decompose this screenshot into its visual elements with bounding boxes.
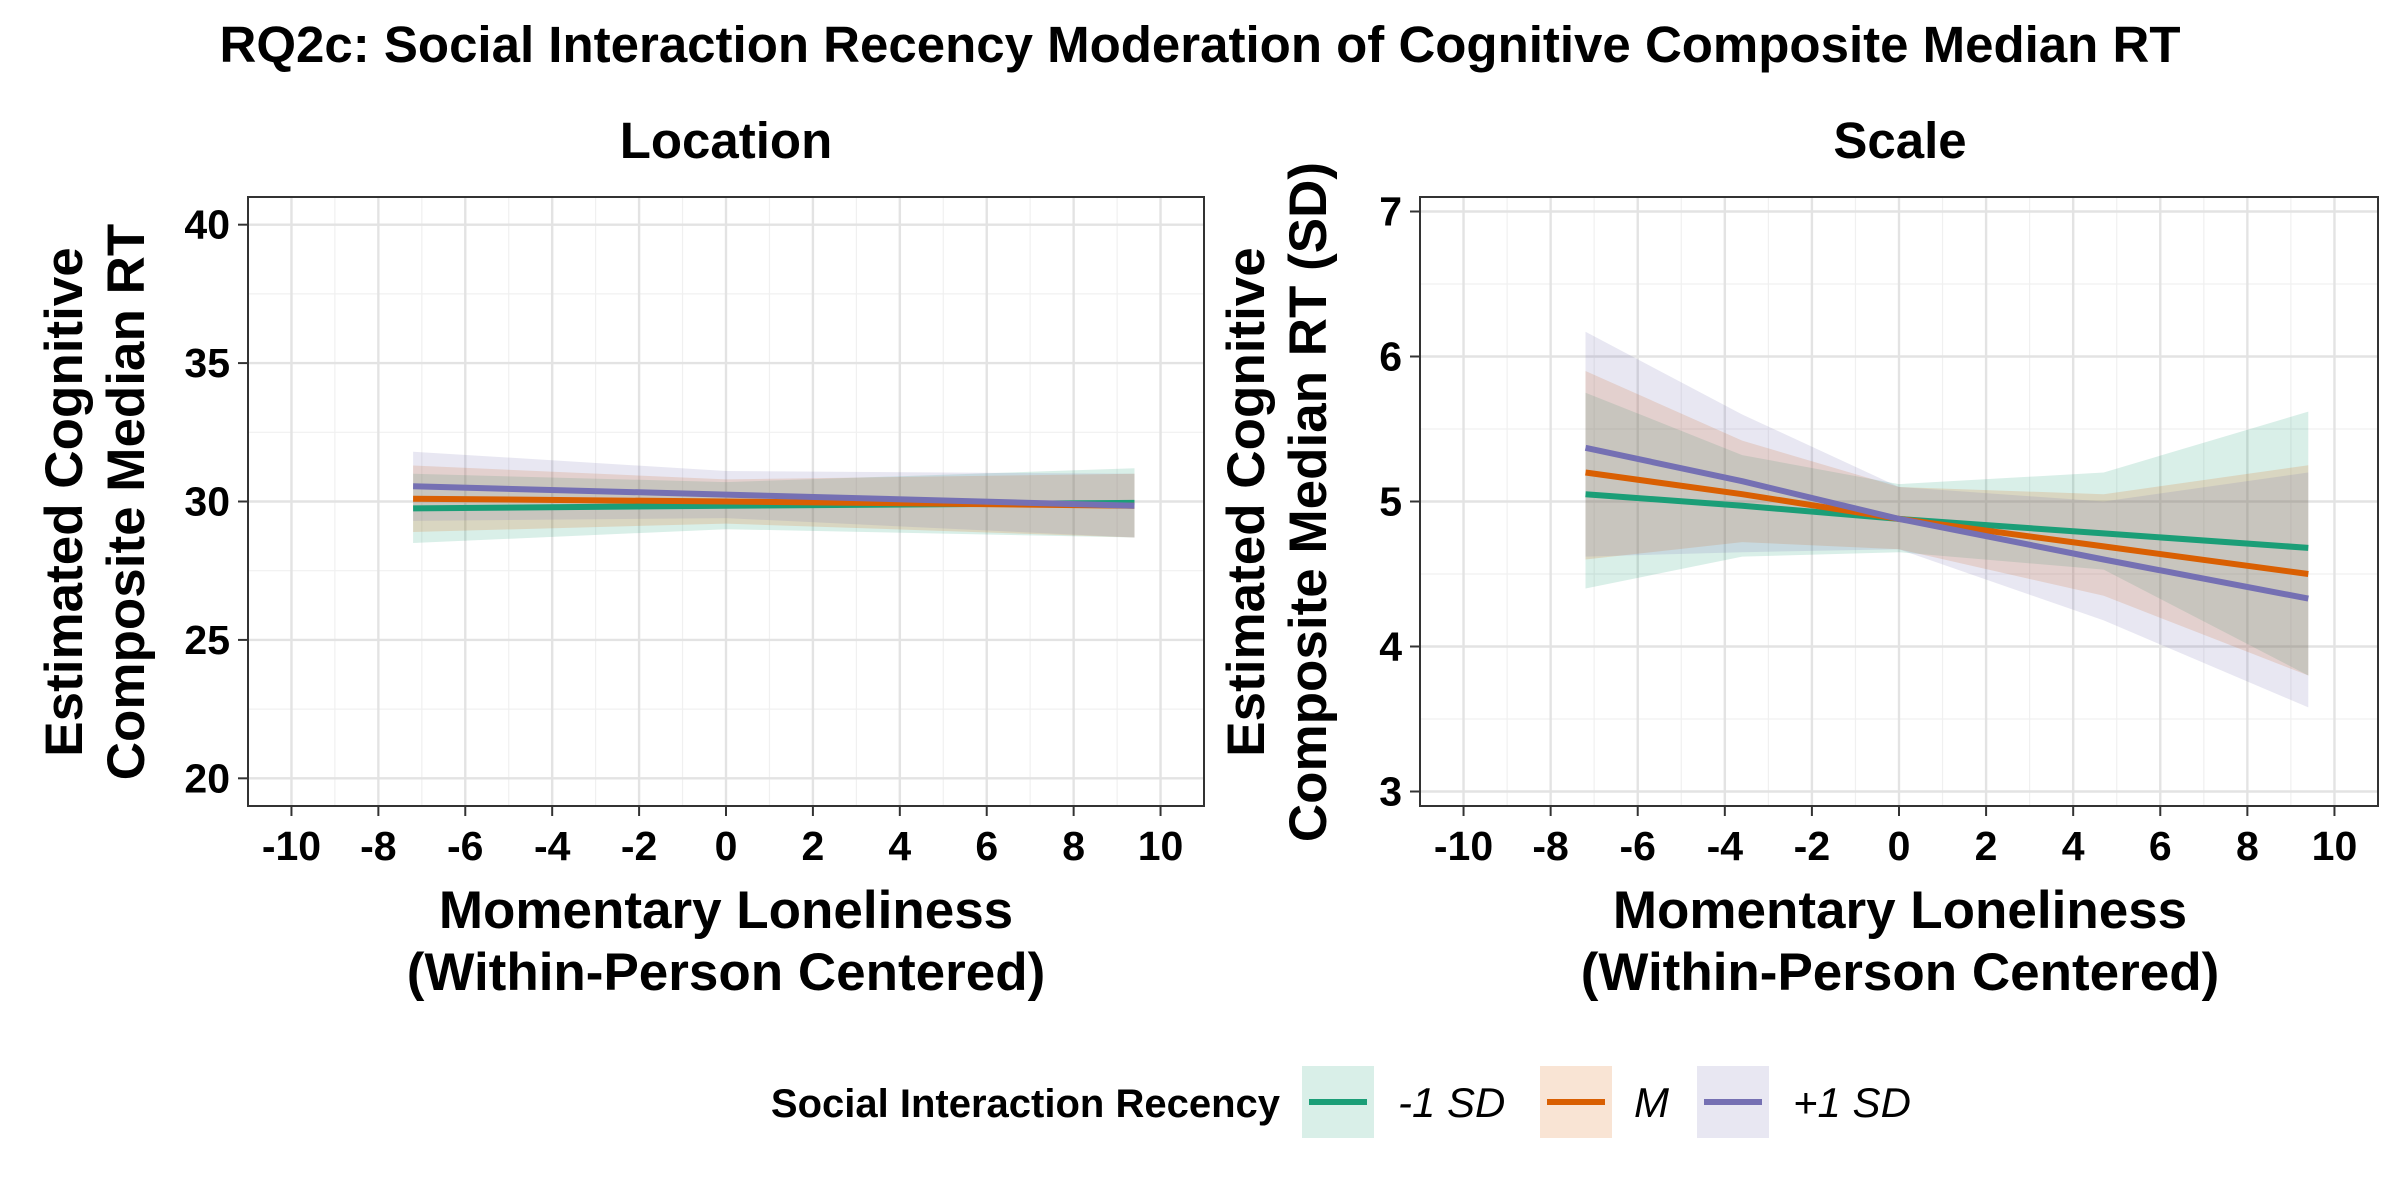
legend: Social Interaction Recency -1 SD M +1 SD (771, 1066, 1911, 1138)
scale-y-axis-title-line2: Composite Median RT (SD) (1279, 162, 1338, 842)
legend-label: +1 SD (1793, 1079, 1911, 1126)
ci-band-neg1sd (1585, 392, 2309, 676)
y-tick-label: 25 (184, 617, 230, 663)
location-y-axis-title-line2: Composite Median RT (97, 224, 156, 781)
x-tick-label: -6 (447, 823, 483, 869)
y-tick-label: 30 (184, 479, 230, 525)
legend-item-mean: M (1540, 1066, 1669, 1138)
x-tick-label: -10 (1434, 823, 1493, 869)
x-tick-label: 10 (2312, 823, 2358, 869)
x-tick-label: 2 (802, 823, 825, 869)
x-tick-label: 8 (1062, 823, 1085, 869)
x-tick-label: 6 (975, 823, 998, 869)
y-tick-label: 6 (1379, 334, 1402, 380)
x-tick-label: -10 (262, 823, 321, 869)
location-series-lines (413, 483, 1135, 512)
x-tick-label: -4 (1707, 823, 1744, 869)
y-tick-label: 4 (1379, 624, 1402, 670)
x-tick-label: -2 (621, 823, 657, 869)
y-tick-label: 7 (1379, 189, 1402, 235)
location-y-ticks: 20 25 30 35 40 (184, 202, 248, 801)
scale-y-ticks: 3 4 5 6 7 (1379, 189, 1420, 815)
scale-y-axis-title-line1: Estimated Cognitive (1217, 247, 1276, 756)
legend-label: -1 SD (1398, 1079, 1505, 1126)
panel-title-scale: Scale (1833, 112, 1966, 169)
location-x-ticks: -10 -8 -6 -4 -2 0 2 4 6 8 10 (262, 806, 1184, 869)
y-tick-label: 5 (1379, 479, 1402, 525)
series-line-pos1sd (1584, 444, 2309, 602)
legend-item-neg1sd: -1 SD (1302, 1066, 1505, 1138)
x-tick-label: 0 (1888, 823, 1911, 869)
scale-x-axis-title-line1: Momentary Loneliness (1613, 881, 2187, 940)
y-tick-label: 40 (184, 202, 230, 248)
legend-label: M (1634, 1079, 1669, 1126)
location-x-axis-title-line1: Momentary Loneliness (439, 881, 1013, 940)
x-tick-label: -4 (534, 823, 571, 869)
scale-gridlines (1420, 197, 2378, 806)
legend-title: Social Interaction Recency (771, 1082, 1281, 1126)
scale-x-axis-title-line2: (Within-Person Centered) (1581, 943, 2219, 1002)
x-tick-label: 4 (2062, 823, 2085, 869)
legend-item-pos1sd: +1 SD (1697, 1066, 1911, 1138)
x-tick-label: 0 (715, 823, 738, 869)
location-x-axis-title-line2: (Within-Person Centered) (407, 943, 1045, 1002)
y-tick-label: 35 (184, 340, 230, 386)
y-tick-label: 20 (184, 755, 230, 801)
x-tick-label: -8 (360, 823, 396, 869)
x-tick-label: -6 (1619, 823, 1655, 869)
y-tick-label: 3 (1379, 769, 1402, 815)
figure-title: RQ2c: Social Interaction Recency Moderat… (220, 16, 2181, 73)
x-tick-label: 8 (2236, 823, 2259, 869)
x-tick-label: 6 (2149, 823, 2172, 869)
scale-x-ticks: -10 -8 -6 -4 -2 0 2 4 6 8 10 (1434, 806, 2357, 869)
panel-title-location: Location (620, 112, 833, 169)
scale-panel: Scale -10 -8 -6 -4 -2 0 2 4 6 8 10 3 4 5 6 7 Momentary… (1217, 112, 2379, 1002)
x-tick-label: 2 (1975, 823, 1998, 869)
series-line-pos1sd (413, 483, 1135, 509)
location-panel: Location -10 -8 -6 -4 -2 0 2 4 6 8 10 20 25 30 35 40 M… (35, 112, 1205, 1002)
x-tick-label: -8 (1532, 823, 1568, 869)
x-tick-label: 10 (1138, 823, 1184, 869)
legend-keys: -1 SD M +1 SD (1302, 1066, 1911, 1138)
scale-series-lines (1584, 444, 2309, 602)
x-tick-label: -2 (1794, 823, 1830, 869)
x-tick-label: 4 (888, 823, 911, 869)
location-y-axis-title-line1: Estimated Cognitive (35, 247, 94, 756)
